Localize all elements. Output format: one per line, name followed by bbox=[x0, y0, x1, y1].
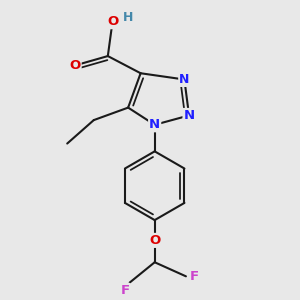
Text: N: N bbox=[184, 109, 195, 122]
Text: O: O bbox=[149, 234, 160, 247]
Text: O: O bbox=[107, 15, 118, 28]
Text: F: F bbox=[120, 284, 130, 297]
Text: N: N bbox=[179, 73, 190, 86]
Text: F: F bbox=[190, 270, 199, 283]
Text: O: O bbox=[69, 59, 81, 72]
Text: N: N bbox=[149, 118, 160, 131]
Text: H: H bbox=[123, 11, 133, 23]
